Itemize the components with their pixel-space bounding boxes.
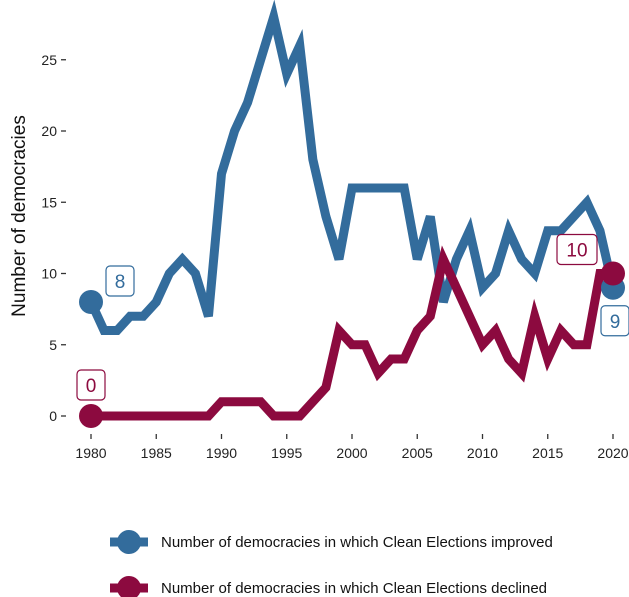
y-tick-label: 10	[41, 266, 57, 282]
x-tick-label: 2010	[467, 445, 498, 461]
legend-label: Number of democracies in which Clean Ele…	[161, 534, 553, 551]
x-axis: 1980 1985 1990 1995 2000 2005 2010 2015 2020	[75, 434, 629, 461]
series-line-declined	[91, 245, 613, 421]
y-axis-title: Number of democracies	[9, 115, 30, 317]
end-label-start: 0	[76, 369, 106, 401]
y-tick-label: 25	[41, 52, 57, 68]
y-tick-label: 20	[41, 123, 57, 139]
series-layer	[86, 0, 618, 421]
x-tick-label: 1985	[141, 445, 172, 461]
label-box	[556, 233, 598, 266]
legend-label: Number of democracies in which Clean Ele…	[161, 580, 547, 597]
x-tick-label: 2000	[336, 445, 367, 461]
label-text: 10	[566, 241, 587, 262]
endpoint-marker	[79, 290, 103, 314]
label-text: 8	[115, 272, 126, 293]
end-labels: 8 0 9 10	[76, 233, 629, 428]
endpoint-marker	[79, 404, 103, 428]
x-tick-label: 2020	[597, 445, 628, 461]
y-tick-label: 5	[49, 337, 57, 353]
x-tick-label: 1995	[271, 445, 302, 461]
label-box	[105, 265, 135, 297]
label-box	[76, 369, 106, 401]
label-box	[600, 305, 629, 337]
legend-swatch-dot	[117, 576, 141, 597]
x-tick-label: 1990	[206, 445, 237, 461]
label-text: 9	[610, 312, 621, 333]
legend-item-declined: Number of democracies in which Clean Ele…	[110, 576, 547, 597]
y-tick-label: 0	[49, 408, 57, 424]
legend-item-improved: Number of democracies in which Clean Ele…	[110, 530, 553, 554]
x-tick-label: 2005	[402, 445, 433, 461]
endpoint-marker	[601, 261, 625, 286]
axes: 0 5 10 15 20 25 1980 1985 1990 1995 2000 2005 2010 2…	[41, 52, 628, 461]
end-label-start: 8	[105, 265, 135, 297]
end-label-end: 9	[600, 305, 629, 337]
series-line-improved	[86, 0, 618, 335]
y-tick-label: 15	[41, 194, 57, 210]
legend-swatch-dot	[117, 530, 141, 554]
x-tick-label: 1980	[75, 445, 106, 461]
label-text: 0	[86, 376, 97, 397]
legend: Number of democracies in which Clean Ele…	[110, 530, 553, 597]
x-tick-label: 2015	[532, 445, 563, 461]
end-label-end: 10	[556, 233, 598, 266]
y-axis: 0 5 10 15 20 25	[41, 52, 66, 424]
